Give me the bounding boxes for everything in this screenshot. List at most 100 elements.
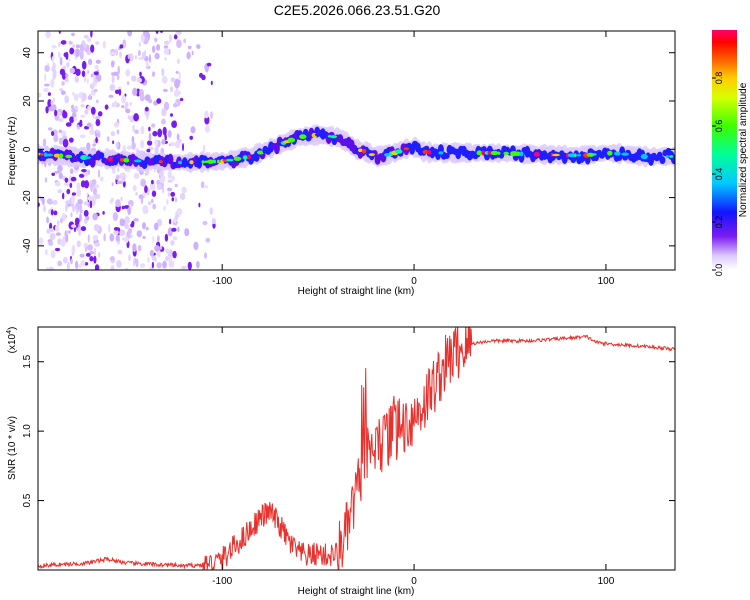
heatmap-cell [207,159,215,164]
heatmap-cell [614,151,621,156]
heatmap-cell [86,142,91,151]
heatmap-cell [189,135,193,140]
heatmap-cell [124,236,129,244]
heatmap-cell [503,151,510,156]
heatmap-cell [47,127,53,131]
colorbar-label: Normalized spectral amplitude [738,82,749,217]
heatmap-cell [161,187,165,194]
heatmap-cell [426,150,432,155]
heatmap-cell [566,152,570,158]
heatmap-cell [45,31,51,39]
snr-scale-base: (x10 [7,333,18,353]
heatmap-cell [109,84,116,91]
snr-y-scale-label: (x104) [6,327,18,354]
heatmap-cell [65,73,69,78]
heatmap-cell [154,139,158,147]
heatmap-cell [149,250,154,257]
heatmap-cell [83,242,89,248]
heatmap-cell [39,153,44,156]
heatmap-cell [149,181,156,191]
heatmap-cell [191,50,194,56]
heatmap-cell [92,234,98,241]
heatmap-cell [411,145,417,149]
y-tick-label: 1.0 [22,424,33,438]
heatmap-cell [527,151,532,157]
heatmap-cell [38,237,44,246]
heatmap-cell [60,90,66,96]
heatmap-cell [140,139,145,149]
heatmap-cell [81,169,87,173]
heatmap-cell [50,100,54,106]
heatmap-cell [96,226,101,232]
heatmap-cell [65,122,72,127]
heatmap-cell [59,68,65,76]
heatmap-cell [133,218,139,222]
heatmap-cell [384,153,391,157]
snr-frame [37,326,676,571]
heatmap-cell [196,261,200,269]
x-tick-label: 100 [598,276,615,287]
heatmap-cell [160,175,166,184]
heatmap-cell [44,249,48,256]
heatmap-cell [129,102,133,106]
heatmap-cell [92,212,98,221]
heatmap-cell [78,203,83,211]
heatmap-cell [81,70,86,77]
heatmap-cell [78,173,85,178]
heatmap-cell [176,39,182,49]
heatmap-cell [157,235,160,243]
heatmap-cell [174,79,180,89]
heatmap-cell [70,258,73,265]
heatmap-cell [145,60,149,69]
heatmap-cell [67,230,72,234]
heatmap-cell [97,111,103,117]
heatmap-cell [150,198,154,204]
snr-plot-area [38,327,675,570]
heatmap-cell [151,179,154,185]
heatmap-cell [112,140,115,144]
heatmap-cell [650,154,654,159]
heatmap-cell [63,182,70,187]
heatmap-cell [210,111,213,119]
heatmap-cell [102,40,107,49]
heatmap-cell [140,125,145,135]
heatmap-cell [204,185,208,189]
heatmap-cell [131,75,137,82]
heatmap-cell [586,152,595,157]
x-tick-label: -100 [212,576,232,587]
colorbar-tick-label: 0.6 [714,120,724,133]
heatmap-cell [80,180,86,188]
heatmap-cell [79,134,86,139]
spectrogram-x-ticks: -100 0 100 [212,31,615,287]
heatmap-cell [169,218,172,225]
heatmap-cell [46,216,49,224]
heatmap-cell [174,183,178,188]
heatmap-cell [158,170,164,177]
heatmap-cell [93,247,96,256]
heatmap-cell [45,153,54,157]
heatmap-cell [164,233,169,242]
heatmap-cell [181,266,187,270]
heatmap-cell [47,99,52,108]
snr-panel: -100 0 100 0.5 1.0 1.5 Height of straight li… [6,326,676,597]
heatmap-cell [99,176,104,182]
heatmap-cell [173,103,178,108]
heatmap-cell [162,260,167,269]
heatmap-cell [476,150,482,156]
heatmap-cell [136,230,142,238]
heatmap-cell [65,51,69,60]
heatmap-cell [119,229,126,237]
y-tick-label: 1.5 [22,354,33,368]
heatmap-cell [114,89,120,95]
heatmap-cell [137,50,141,57]
heatmap-cell [144,94,151,102]
heatmap-cell [116,180,123,185]
heatmap-cell [156,98,162,104]
heatmap-cell [156,262,162,269]
heatmap-cell [115,142,119,149]
heatmap-cell [168,260,175,268]
heatmap-cell [169,86,174,92]
heatmap-cell [430,150,436,156]
heatmap-cell [65,200,71,205]
heatmap-cell [156,44,161,51]
